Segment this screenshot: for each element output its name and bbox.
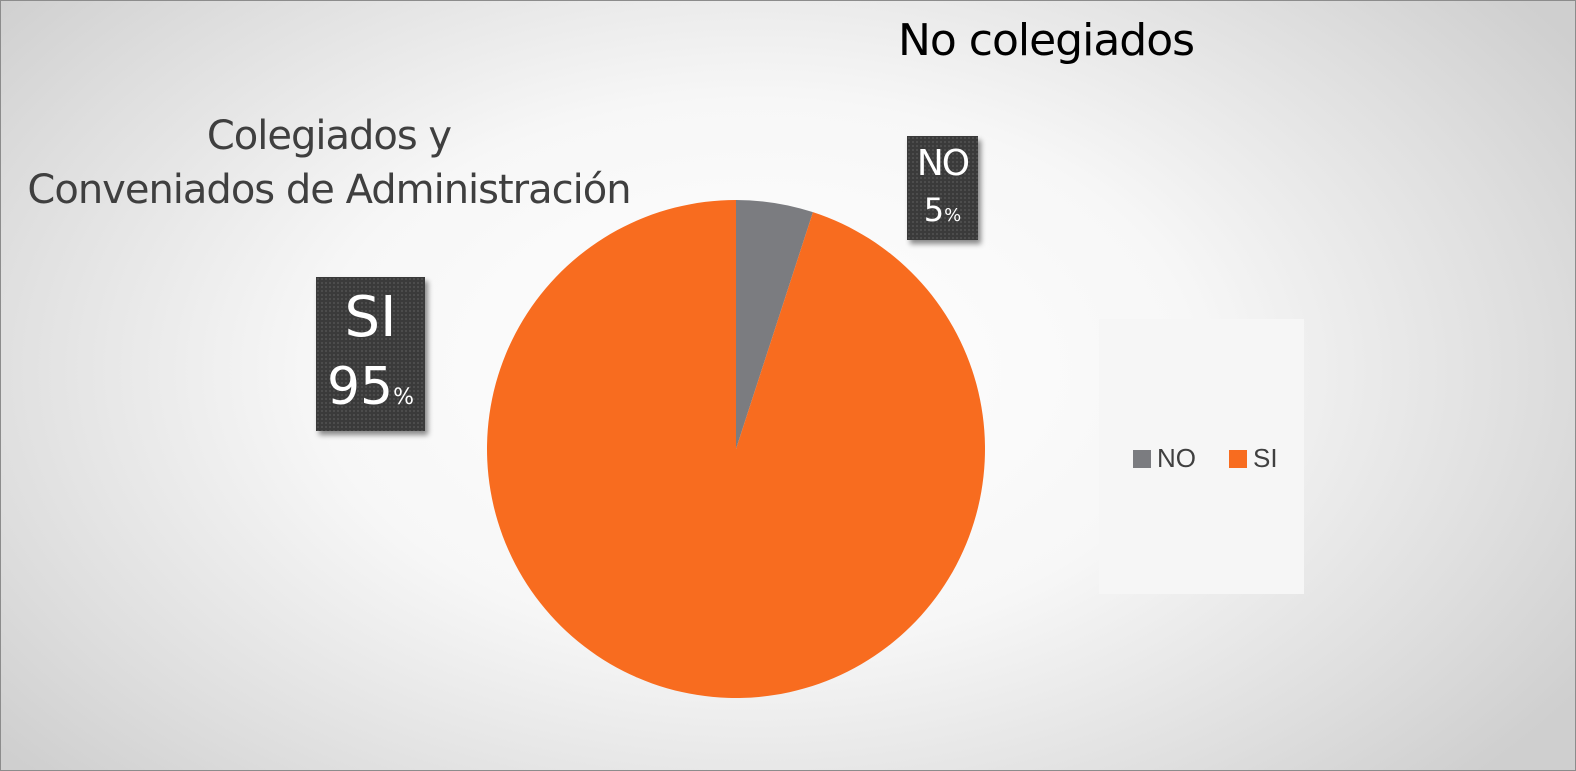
- legend: NO SI: [1099, 319, 1304, 594]
- data-label-no-number: 5: [923, 191, 945, 229]
- legend-label-no: NO: [1157, 443, 1196, 473]
- data-label-no-value: 5%: [907, 192, 978, 234]
- data-label-si-value: 95%: [316, 359, 425, 426]
- data-label-no-category: NO: [916, 143, 970, 184]
- chart-title: No colegiados: [897, 15, 1195, 66]
- data-label-no-unit: %: [944, 205, 962, 226]
- legend-swatch-no: [1133, 449, 1151, 468]
- annotation-line-1: Colegiados y: [206, 113, 452, 159]
- data-label-no: NO 5%: [907, 136, 978, 240]
- data-label-si: SI 95%: [316, 277, 425, 431]
- data-label-si-unit: %: [393, 385, 415, 410]
- annotation-line-2: Conveniados de Administración: [27, 167, 631, 213]
- data-label-si-number: 95: [326, 357, 394, 417]
- legend-swatch-si: [1229, 449, 1247, 468]
- data-label-si-category: SI: [344, 285, 397, 350]
- pie-slice-no: [736, 200, 813, 449]
- pie-slice-si: [487, 200, 985, 698]
- legend-item-no: NO: [1133, 443, 1196, 474]
- chart-annotation: Colegiados y Conveniados de Administraci…: [9, 109, 649, 217]
- legend-label-si: SI: [1253, 443, 1278, 473]
- legend-item-si: SI: [1229, 443, 1278, 474]
